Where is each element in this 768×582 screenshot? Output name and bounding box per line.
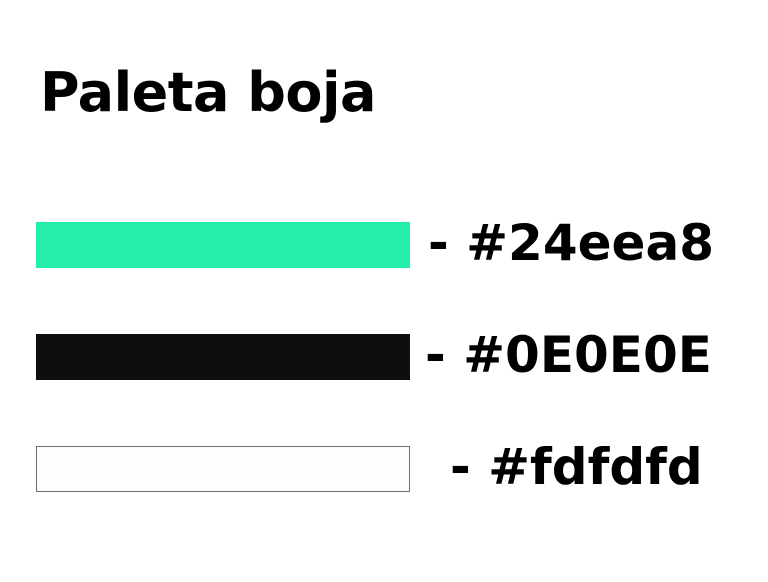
color-swatch-mint (36, 222, 410, 268)
color-label-mint: - #24eea8 (428, 214, 714, 272)
color-swatch-black (36, 334, 410, 380)
color-label-black: - #0E0E0E (425, 326, 712, 384)
color-label-white: - #fdfdfd (450, 438, 703, 496)
color-swatch-white (36, 446, 410, 492)
page-title: Paleta boja (40, 61, 376, 124)
